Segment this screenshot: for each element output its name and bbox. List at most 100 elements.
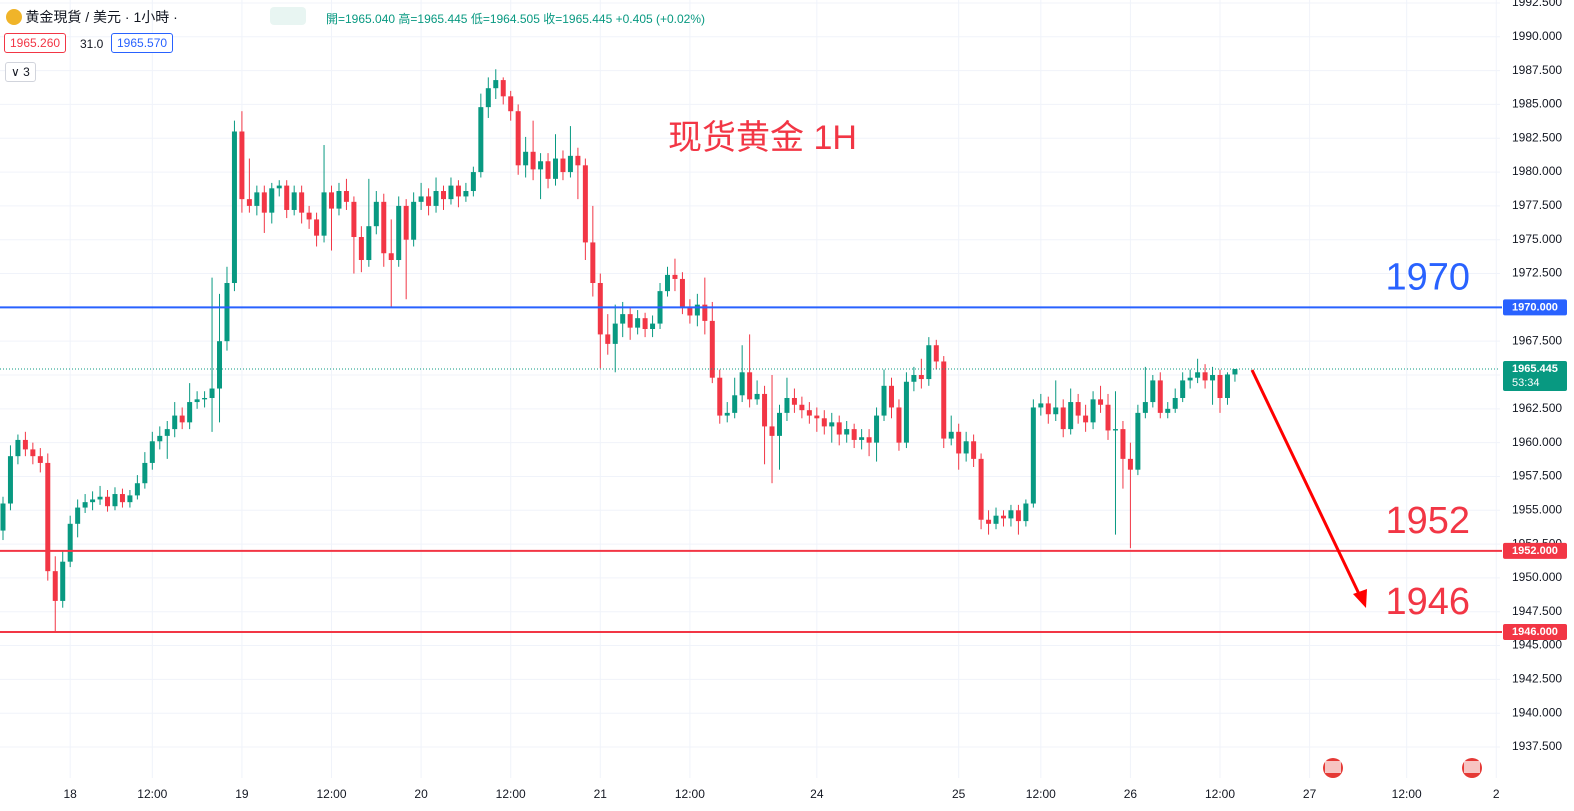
y-tick-label: 1987.500 bbox=[1512, 63, 1562, 77]
arrow-head bbox=[1353, 589, 1367, 608]
candle-body bbox=[254, 192, 260, 206]
level-axis-box bbox=[1503, 299, 1567, 316]
candle-body bbox=[1187, 377, 1193, 381]
spread: 31.0 bbox=[80, 37, 104, 51]
candle-body bbox=[851, 429, 857, 440]
candle-body bbox=[187, 402, 193, 423]
candle-body bbox=[612, 323, 618, 344]
candle-body bbox=[874, 415, 880, 443]
candle-body bbox=[75, 507, 81, 524]
candle-body bbox=[172, 415, 178, 430]
candle-body bbox=[142, 462, 148, 484]
candle-body bbox=[1120, 429, 1126, 459]
candle-body bbox=[948, 431, 954, 439]
candle-body bbox=[679, 278, 685, 308]
candle-body bbox=[314, 219, 320, 236]
candle-body bbox=[709, 320, 715, 378]
x-tick-label: 12:00 bbox=[1392, 787, 1422, 801]
candle-body bbox=[784, 397, 790, 413]
candle-body bbox=[560, 158, 566, 173]
candle-body bbox=[231, 131, 237, 284]
candle-body bbox=[470, 172, 476, 192]
candle-body bbox=[343, 191, 349, 202]
price-axis-bg bbox=[1502, 0, 1574, 811]
candle-body bbox=[1195, 372, 1201, 378]
candle-body bbox=[963, 441, 969, 454]
candle-body bbox=[926, 345, 932, 380]
candle-body bbox=[888, 385, 894, 408]
symbol[interactable]: 黄金現貨 / 美元 · 1小時 · bbox=[25, 9, 178, 25]
change: +0.405 (+0.02%) bbox=[615, 12, 706, 26]
candle-body bbox=[672, 274, 678, 279]
y-tick-label: 1985.000 bbox=[1512, 97, 1562, 111]
candle-body bbox=[1157, 380, 1163, 413]
candle-body bbox=[493, 80, 499, 89]
candle-body bbox=[1210, 374, 1216, 381]
y-tick-label: 1967.500 bbox=[1512, 333, 1562, 347]
candle-body bbox=[687, 307, 693, 316]
candle-body bbox=[276, 185, 282, 189]
candle-body bbox=[217, 341, 223, 389]
candle-body bbox=[463, 191, 469, 197]
candle-body bbox=[284, 185, 290, 210]
candle-body bbox=[127, 495, 133, 503]
candle-body bbox=[829, 422, 835, 427]
candle-body bbox=[769, 426, 775, 436]
candle-body bbox=[1150, 380, 1156, 403]
candle-body bbox=[381, 201, 387, 254]
candle-body bbox=[739, 372, 745, 396]
candle-body bbox=[724, 412, 730, 416]
y-tick-label: 1950.000 bbox=[1512, 570, 1562, 584]
candle-body bbox=[986, 519, 992, 524]
candle-body bbox=[971, 441, 977, 459]
candle-body bbox=[799, 404, 805, 411]
candle-body bbox=[351, 201, 357, 238]
candle-body bbox=[418, 196, 424, 202]
candle-body bbox=[433, 191, 439, 206]
y-tick-label: 1937.500 bbox=[1512, 739, 1562, 753]
y-tick-label: 1957.500 bbox=[1512, 469, 1562, 483]
candle-body bbox=[396, 205, 402, 261]
y-tick-label: 1972.500 bbox=[1512, 266, 1562, 280]
candle-body bbox=[717, 377, 723, 416]
ohlc-value: 高=1965.445 bbox=[398, 12, 468, 26]
candle-body bbox=[373, 201, 379, 227]
x-tick-label: 19 bbox=[235, 787, 249, 801]
candle-body bbox=[1142, 402, 1148, 413]
candle-body bbox=[918, 374, 924, 380]
status-toggles[interactable] bbox=[270, 7, 306, 25]
y-tick-label: 1955.000 bbox=[1512, 502, 1562, 516]
candle-body bbox=[291, 192, 297, 210]
overlay-layer: 1937.500 1940.000 1942.500 1945.000 1947.500… bbox=[64, 0, 1574, 811]
candle-body bbox=[881, 385, 887, 416]
x-tick-label: 26 bbox=[1124, 787, 1138, 801]
candle-body bbox=[694, 304, 700, 316]
candle-body bbox=[627, 314, 633, 328]
level-axis-box bbox=[1503, 542, 1567, 559]
last-price-box bbox=[1503, 360, 1567, 391]
candle-body bbox=[209, 388, 215, 398]
candle-body bbox=[403, 205, 409, 240]
candle-body bbox=[1015, 510, 1021, 522]
candle-body bbox=[553, 158, 559, 179]
candle-body bbox=[941, 361, 947, 439]
candle-body bbox=[60, 561, 66, 601]
ohlc-value: 開=1965.040 bbox=[326, 12, 396, 26]
level-axis-label: 1952.000 bbox=[1512, 545, 1558, 557]
candle-body bbox=[530, 151, 536, 170]
level-label: 1970 bbox=[1385, 256, 1470, 298]
ask-button[interactable]: 1965.570 bbox=[111, 33, 174, 53]
candle-body bbox=[538, 161, 544, 170]
y-tick-label: 1982.500 bbox=[1512, 130, 1562, 144]
flag-icon bbox=[1323, 758, 1343, 778]
indicator-toggle[interactable]: ∨ 3 bbox=[5, 62, 36, 82]
candle-body bbox=[1232, 368, 1238, 375]
candle-body bbox=[523, 151, 529, 166]
candle-body bbox=[15, 439, 21, 457]
candle-body bbox=[1202, 372, 1208, 381]
bid-button[interactable]: 1965.260 bbox=[4, 33, 67, 53]
candle-body bbox=[366, 226, 372, 261]
candle-body bbox=[134, 483, 140, 496]
candle-body bbox=[747, 372, 753, 400]
